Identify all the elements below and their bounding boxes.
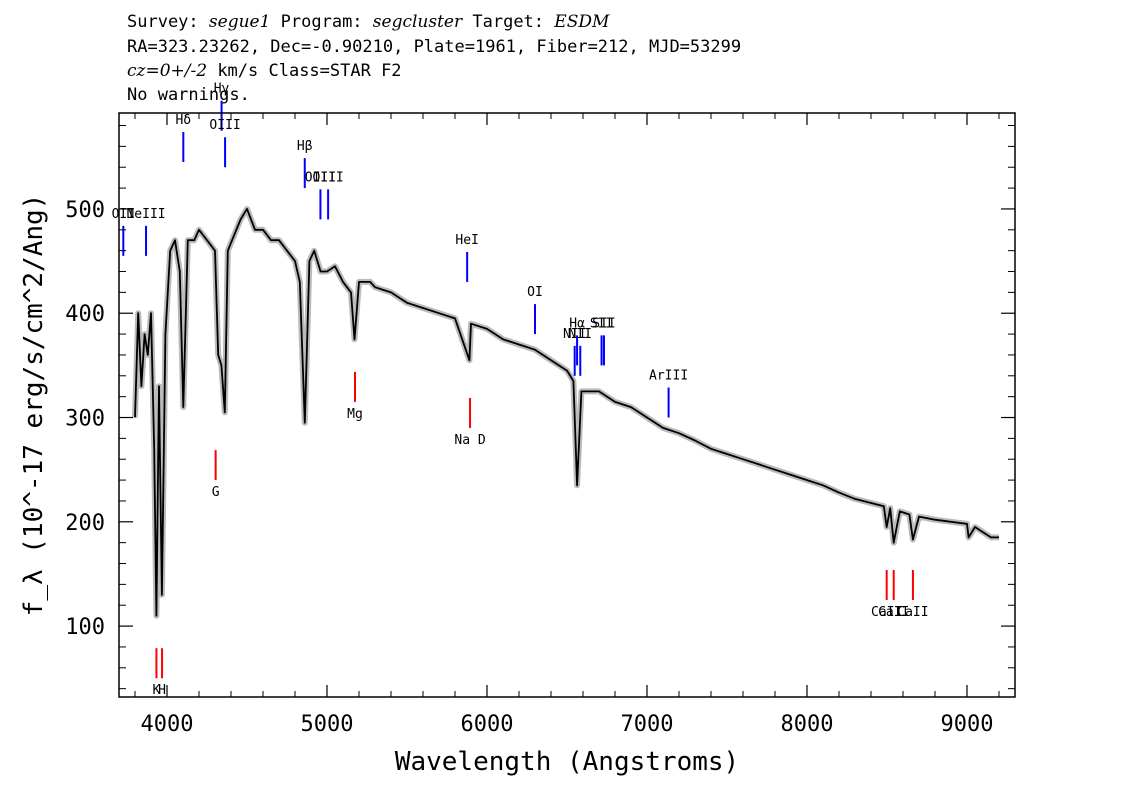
emission-label-3: Hγ [214, 82, 230, 97]
absorption-label-2: G [212, 485, 220, 500]
target-label: Target: [472, 12, 545, 32]
x-tick-label-4: 8000 [781, 712, 834, 737]
emission-label-12: NII [569, 327, 592, 342]
absorption-label-4: Na D [454, 433, 485, 448]
absorption-label-0: K [153, 683, 161, 698]
emission-label-1: NeIII [126, 207, 165, 222]
y-tick-label-3: 400 [65, 302, 105, 327]
emission-label-13: SII [590, 316, 613, 331]
emission-label-11: Hα [569, 316, 585, 331]
plot-frame [118, 112, 1016, 698]
emission-label-14: SII [592, 316, 615, 331]
emission-label-2: Hδ [175, 113, 191, 128]
x-axis-label: Wavelength (Angstroms) [395, 747, 739, 777]
y-tick-label-2: 300 [65, 407, 105, 432]
absorption-label-5: CaII [871, 605, 902, 620]
y-axis-label: f_λ (10^-17 erg/s/cm^2/Ang) [19, 194, 49, 617]
emission-label-5: Hβ [297, 139, 313, 154]
emission-label-10: NII [563, 327, 586, 342]
absorption-label-7: CaII [897, 605, 928, 620]
axis-ticks: 4000 5000 6000 7000 8000 9000 100 200 300 400 500 [65, 113, 1015, 737]
y-tick-label-0: 100 [65, 615, 105, 640]
emission-label-9: OI [527, 285, 543, 300]
emission-label-4: OIII [209, 118, 240, 133]
emission-label-6: OIII [305, 170, 336, 185]
x-tick-label-3: 7000 [621, 712, 674, 737]
error-band-line [132, 205, 999, 619]
spectrum-series [134, 207, 999, 617]
emission-label-0: OII [112, 207, 135, 222]
header-line-1: Survey: segue1 Program: segcluster Targe… [127, 12, 609, 33]
survey-value: segue1 [208, 12, 271, 32]
header-line-3: cz=0+/-2 km/s Class=STAR F2 [127, 61, 402, 82]
absorption-label-3: Mg [347, 407, 363, 422]
x-tick-label-1: 5000 [301, 712, 354, 737]
error-band [132, 205, 999, 619]
y-tick-label-1: 200 [65, 511, 105, 536]
emission-label-7: OIII [312, 170, 343, 185]
x-tick-label-2: 6000 [461, 712, 514, 737]
redshift-value: cz=0+/-2 [127, 61, 208, 81]
program-label: Program: [280, 12, 363, 32]
header-line-4: No warnings. [127, 85, 250, 105]
y-tick-label-4: 500 [65, 198, 105, 223]
emission-label-8: HeI [455, 233, 478, 248]
emission-label-15: ArIII [649, 369, 688, 384]
absorption-label-1: H [158, 683, 166, 698]
line-markers: OIINeIIIHδHγOIIIHβOIIIOIIIHeIOINIIHαNIIS… [112, 82, 929, 699]
absorption-label-6: CaII [878, 605, 909, 620]
axis-labels: Wavelength (Angstroms) f_λ (10^-17 erg/s… [19, 194, 739, 777]
spectrum-line [134, 207, 999, 617]
class-text: km/s Class=STAR F2 [207, 61, 402, 81]
x-tick-label-0: 4000 [141, 712, 194, 737]
program-value: segcluster [372, 12, 463, 32]
header-line-2: RA=323.23262, Dec=-0.90210, Plate=1961, … [127, 37, 742, 57]
survey-label: Survey: [127, 12, 199, 32]
target-value: ESDM [554, 12, 610, 32]
x-tick-label-5: 9000 [941, 712, 994, 737]
